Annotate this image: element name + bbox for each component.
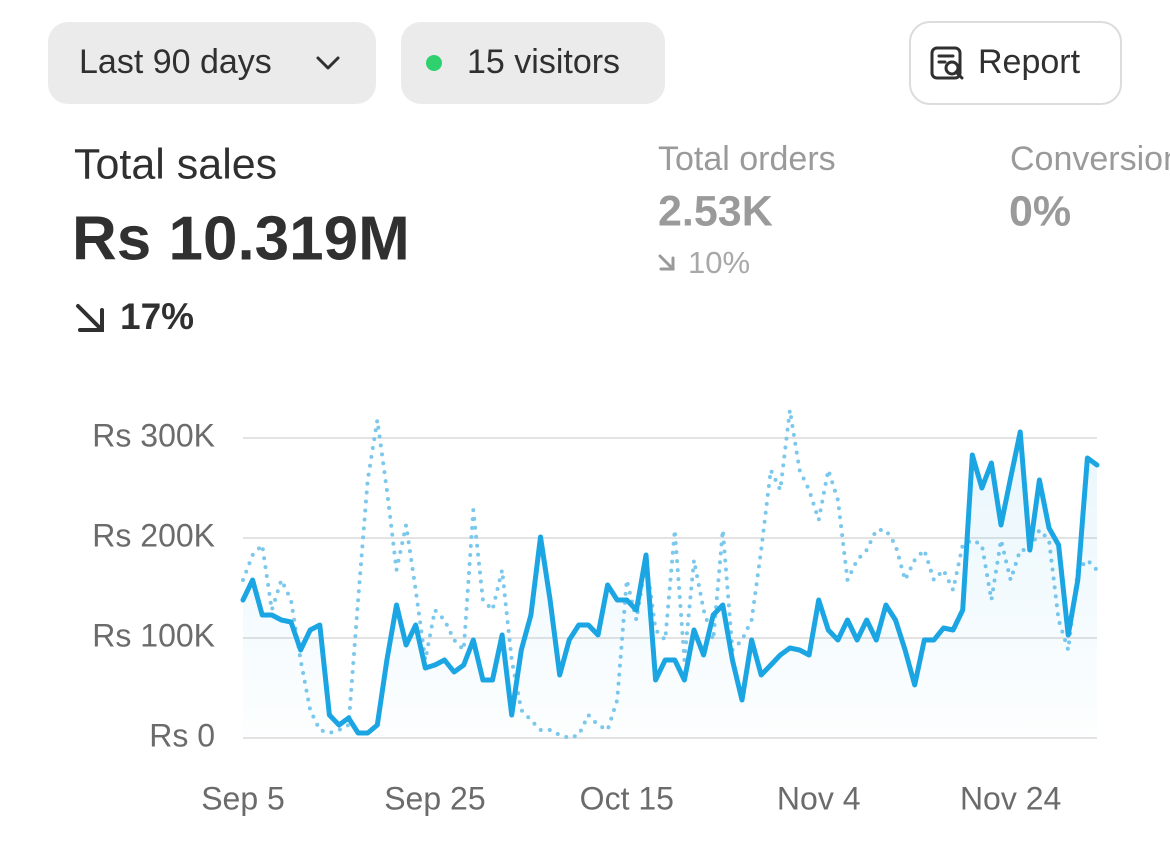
visitors-button-bg bbox=[401, 22, 665, 104]
range-label: Last 90 days bbox=[79, 43, 272, 81]
x-tick-label: Nov 24 bbox=[960, 780, 1061, 816]
metric-value: Rs 10.319M bbox=[72, 204, 410, 273]
metric-label: Total sales bbox=[74, 140, 277, 188]
range-button[interactable]: Last 90 days bbox=[48, 22, 376, 104]
x-tick-label: Sep 5 bbox=[201, 780, 285, 816]
range-button-bg bbox=[48, 22, 376, 104]
down-arrow-icon bbox=[76, 304, 104, 332]
metric-label: Conversion bbox=[1010, 140, 1170, 178]
metric-change: 17% bbox=[120, 296, 194, 337]
chevron-icon bbox=[316, 56, 340, 70]
down-arrow-icon bbox=[658, 254, 675, 271]
y-tick-label: Rs 0 bbox=[149, 717, 215, 753]
series-line bbox=[240, 429, 1100, 736]
metric-label: Total orders bbox=[658, 140, 836, 178]
visitors-button[interactable]: 15 visitors bbox=[401, 22, 665, 104]
y-tick-label: Rs 100K bbox=[92, 617, 215, 653]
x-tick-label: Nov 4 bbox=[777, 780, 861, 816]
metric-value: 2.53K bbox=[658, 187, 773, 235]
x-tick-label: Oct 15 bbox=[580, 780, 674, 816]
chart: Rs 0 Rs 100K Rs 200K Rs 300K Sep 5 Sep 25 Oct … bbox=[92, 408, 1100, 816]
y-tick-label: Rs 200K bbox=[92, 517, 215, 553]
report-icon bbox=[930, 46, 964, 80]
report-label: Report bbox=[978, 43, 1081, 81]
report-button[interactable]: Report bbox=[909, 21, 1122, 105]
metric-change: 10% bbox=[688, 245, 750, 280]
visitors-label: 15 visitors bbox=[467, 43, 620, 81]
live-dot bbox=[426, 55, 442, 71]
x-tick-label: Sep 25 bbox=[384, 780, 485, 816]
series-area bbox=[243, 432, 1097, 738]
report-button-bg bbox=[909, 21, 1122, 105]
comparison-line bbox=[241, 408, 1099, 740]
y-tick-label: Rs 300K bbox=[92, 417, 215, 453]
metric-value: 0% bbox=[1009, 187, 1071, 235]
